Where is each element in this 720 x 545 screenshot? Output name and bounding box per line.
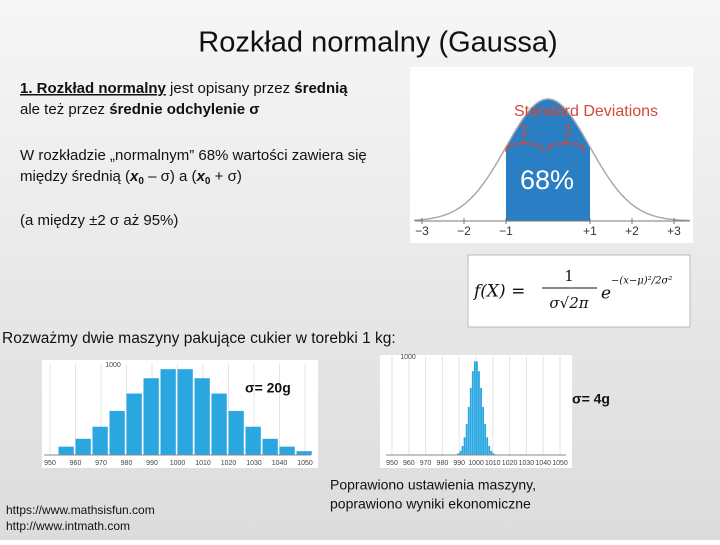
axis-label: 1040 xyxy=(272,460,288,467)
text-run: 1. Rozkład normalny xyxy=(20,80,167,97)
formula-base: e xyxy=(601,284,611,304)
histogram-bar xyxy=(127,394,142,455)
histogram-bar xyxy=(466,424,468,455)
histogram-bar xyxy=(110,411,125,455)
formula-numerator: 1 xyxy=(564,267,574,285)
histogram-bar xyxy=(472,371,474,455)
axis-label: 1050 xyxy=(552,460,568,467)
histogram-bar xyxy=(490,451,492,455)
histogram-bar xyxy=(246,427,261,455)
text-run: między średnią ( xyxy=(20,168,130,185)
axis-label: 960 xyxy=(403,460,415,467)
axis-label: 1030 xyxy=(519,460,535,467)
brace-label: 1 xyxy=(520,122,529,139)
axis-label: 1010 xyxy=(485,460,501,467)
normal-figure: Standard Deviations 1 1 68% −3 −2 −1 +1 +2 +3 xyxy=(410,67,693,243)
histogram-bar xyxy=(59,447,74,455)
histogram-bar xyxy=(212,394,227,455)
axis-label: 950 xyxy=(386,460,398,467)
text-run: ale też przez xyxy=(20,101,109,118)
paragraph: ale też przez średnie odchylenie σ xyxy=(20,101,260,118)
histogram-bar xyxy=(460,451,462,455)
paragraph: W rozkładzie „normalnym” 68% wartości za… xyxy=(20,147,367,164)
text-run: średnie odchylenie σ xyxy=(109,101,259,118)
source-link: https://www.mathsisfun.com xyxy=(6,503,155,517)
axis-label: 980 xyxy=(437,460,449,467)
axis-label: −1 xyxy=(499,224,513,238)
text-run: jest opisany przez xyxy=(166,80,294,97)
formula-denominator: σ√2π xyxy=(549,294,589,312)
axis-label: 1000 xyxy=(170,460,186,467)
histogram-bar xyxy=(464,437,466,455)
axis-label: −2 xyxy=(457,224,471,238)
figure-title: Standard Deviations xyxy=(514,103,658,120)
histogram-bar xyxy=(484,424,486,455)
note: Poprawiono ustawienia maszyny, xyxy=(330,477,536,493)
top-label: 1000 xyxy=(105,362,121,369)
formula-exponent: −(x−μ)²/2σ² xyxy=(611,276,672,287)
note: poprawiono wyniki ekonomiczne xyxy=(330,496,531,512)
histogram-bar xyxy=(229,411,244,455)
axis-label: −3 xyxy=(415,224,429,238)
paragraph: (a między ±2 σ aż 95%) xyxy=(20,212,178,229)
axis-label: 990 xyxy=(453,460,465,467)
histogram-bar xyxy=(263,439,278,455)
top-label: 1000 xyxy=(400,354,416,361)
histogram-bar xyxy=(478,371,480,455)
source-link: http://www.intmath.com xyxy=(6,519,130,533)
intro-text: Rozważmy dwie maszyny pakujące cukier w … xyxy=(2,330,396,347)
histogram-bar xyxy=(488,446,490,455)
axis-label: 970 xyxy=(420,460,432,467)
formula-lhs: f(X) = xyxy=(472,282,525,302)
histogram-bar xyxy=(93,427,108,455)
axis-label: +1 xyxy=(583,224,597,238)
axis-label: 990 xyxy=(146,460,158,467)
histogram-bar xyxy=(468,407,470,455)
formula: f(X) = 1 σ√2π e −(x−μ)²/2σ² xyxy=(468,255,690,327)
histogram-bar xyxy=(486,437,488,455)
text-run: – σ) a ( xyxy=(144,168,197,185)
axis-label: 1000 xyxy=(468,460,484,467)
histogram-bar xyxy=(482,407,484,455)
histogram-panel: 950 960 970 980 990 1000 1010 1020 1030 1040 1050 1… xyxy=(42,360,318,468)
axis-label: 1030 xyxy=(246,460,262,467)
histogram-bar xyxy=(297,451,312,455)
axis-label: 980 xyxy=(121,460,133,467)
histogram-bar xyxy=(280,447,295,455)
histogram-bar xyxy=(462,446,464,455)
axis-label: 1050 xyxy=(297,460,313,467)
axis-label: 960 xyxy=(70,460,82,467)
histogram-bar xyxy=(178,369,193,455)
histogram-bar xyxy=(480,388,482,455)
percent-label: 68% xyxy=(520,165,574,195)
histogram-bar xyxy=(470,388,472,455)
axis-label: 1020 xyxy=(502,460,518,467)
slide-title: Rozkład normalny (Gaussa) xyxy=(198,27,557,59)
text-run: + σ) xyxy=(210,168,241,185)
histogram-bar xyxy=(76,439,91,455)
axis-label: +3 xyxy=(667,224,681,238)
histogram-bar xyxy=(161,369,176,455)
caption: σ= 4g xyxy=(572,391,610,407)
histogram-bar xyxy=(476,361,478,455)
brace-label: 1 xyxy=(564,122,573,139)
text-run: średnią xyxy=(294,80,348,97)
histogram-bar xyxy=(474,361,476,455)
axis-label: 1020 xyxy=(221,460,237,467)
axis-label: 1040 xyxy=(535,460,551,467)
histogram-bar xyxy=(144,378,159,455)
axis-label: +2 xyxy=(625,224,639,238)
axis-label: 1010 xyxy=(195,460,211,467)
paragraph: 1. Rozkład normalny jest opisany przez ś… xyxy=(20,80,348,97)
histogram-bar xyxy=(195,378,210,455)
axis-label: 950 xyxy=(44,460,56,467)
axis-label: 970 xyxy=(95,460,107,467)
caption: σ= 20g xyxy=(245,380,291,396)
